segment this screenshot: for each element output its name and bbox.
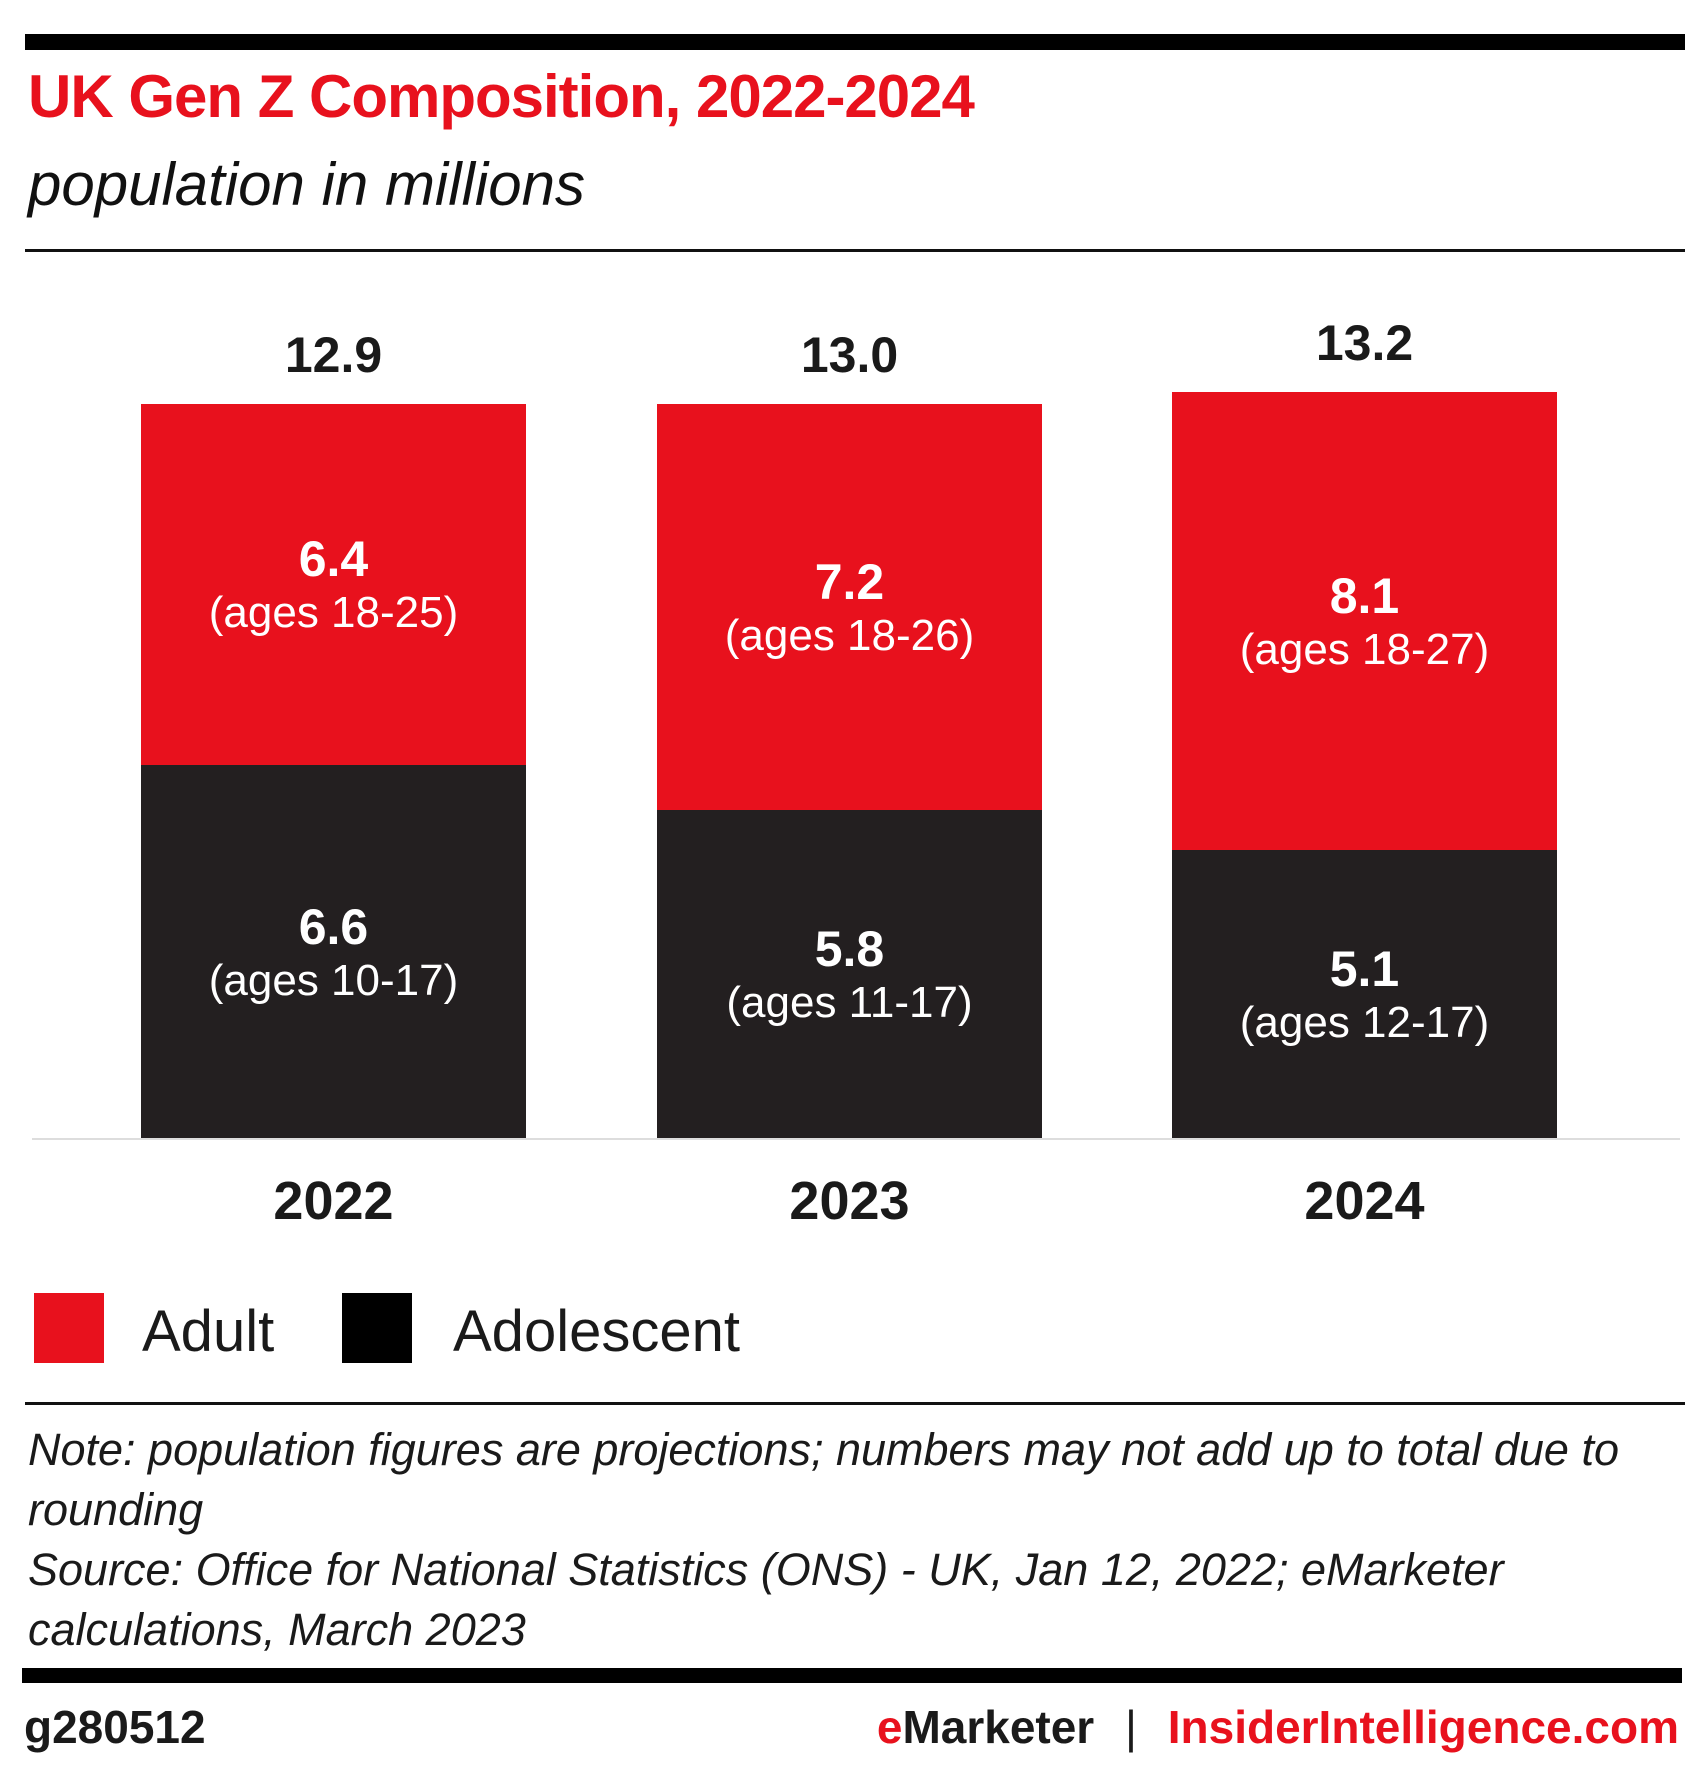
bar-ages-label: (ages 10-17) <box>208 955 459 1005</box>
bar-value-label: 5.1 <box>1329 940 1400 997</box>
bar-total-label: 13.2 <box>1315 315 1414 372</box>
footer-brand: eMarketer | InsiderIntelligence.com <box>877 1700 1679 1754</box>
legend-label-adolescent: Adolescent <box>453 1299 740 1364</box>
footer-site-link[interactable]: InsiderIntelligence.com <box>1167 1701 1679 1753</box>
note-text: Note: population figures are projections… <box>28 1424 1619 1535</box>
bar-total-label: 12.9 <box>284 326 383 383</box>
bar-total-label: 13.0 <box>800 326 899 383</box>
bar-adult-2024: 8.1 (ages 18-27) <box>1172 392 1557 850</box>
bar-value-label: 8.1 <box>1329 568 1400 624</box>
legend-swatch-adult <box>34 1293 104 1363</box>
header-rule <box>25 249 1685 252</box>
bar-adolescent-2023: 5.8 (ages 11-17) <box>657 810 1042 1138</box>
x-tick-label: 2024 <box>1304 1171 1425 1231</box>
bar-ages-label: (ages 18-25) <box>208 588 459 638</box>
bar-adolescent-2022: 6.6 (ages 10-17) <box>141 765 526 1138</box>
bar-ages-label: (ages 18-26) <box>724 610 975 660</box>
footer-separator: | <box>1125 1701 1137 1753</box>
source-text: Source: Office for National Statistics (… <box>28 1544 1504 1655</box>
bar-ages-label: (ages 18-27) <box>1239 625 1490 674</box>
chart-id: g280512 <box>24 1701 206 1753</box>
bar-value-label: 6.4 <box>298 531 369 588</box>
notes: Note: population figures are projections… <box>28 1420 1678 1660</box>
x-tick-label: 2022 <box>273 1171 394 1231</box>
brand-marketer: Marketer <box>902 1701 1095 1753</box>
bar-ages-label: (ages 11-17) <box>726 978 973 1028</box>
bar-value-label: 7.2 <box>814 553 885 610</box>
bottom-bar <box>22 1668 1682 1683</box>
note-rule <box>25 1402 1685 1405</box>
chart-title: UK Gen Z Composition, 2022-2024 <box>28 63 975 130</box>
top-bar <box>25 34 1685 50</box>
bar-adult-2022: 6.4 (ages 18-25) <box>141 403 526 766</box>
bar-value-label: 6.6 <box>298 898 369 955</box>
x-tick-label: 2023 <box>789 1171 910 1231</box>
x-axis-baseline <box>32 1138 1680 1140</box>
chart-subtitle: population in millions <box>28 151 585 218</box>
legend-swatch-adolescent <box>342 1293 412 1363</box>
bar-ages-label: (ages 12-17) <box>1239 997 1490 1047</box>
bar-adult-2023: 7.2 (ages 18-26) <box>657 403 1042 811</box>
bar-adolescent-2024: 5.1 (ages 12-17) <box>1172 849 1557 1138</box>
brand-e: e <box>876 1701 903 1753</box>
legend-label-adult: Adult <box>142 1299 275 1364</box>
bar-value-label: 5.8 <box>814 921 885 978</box>
